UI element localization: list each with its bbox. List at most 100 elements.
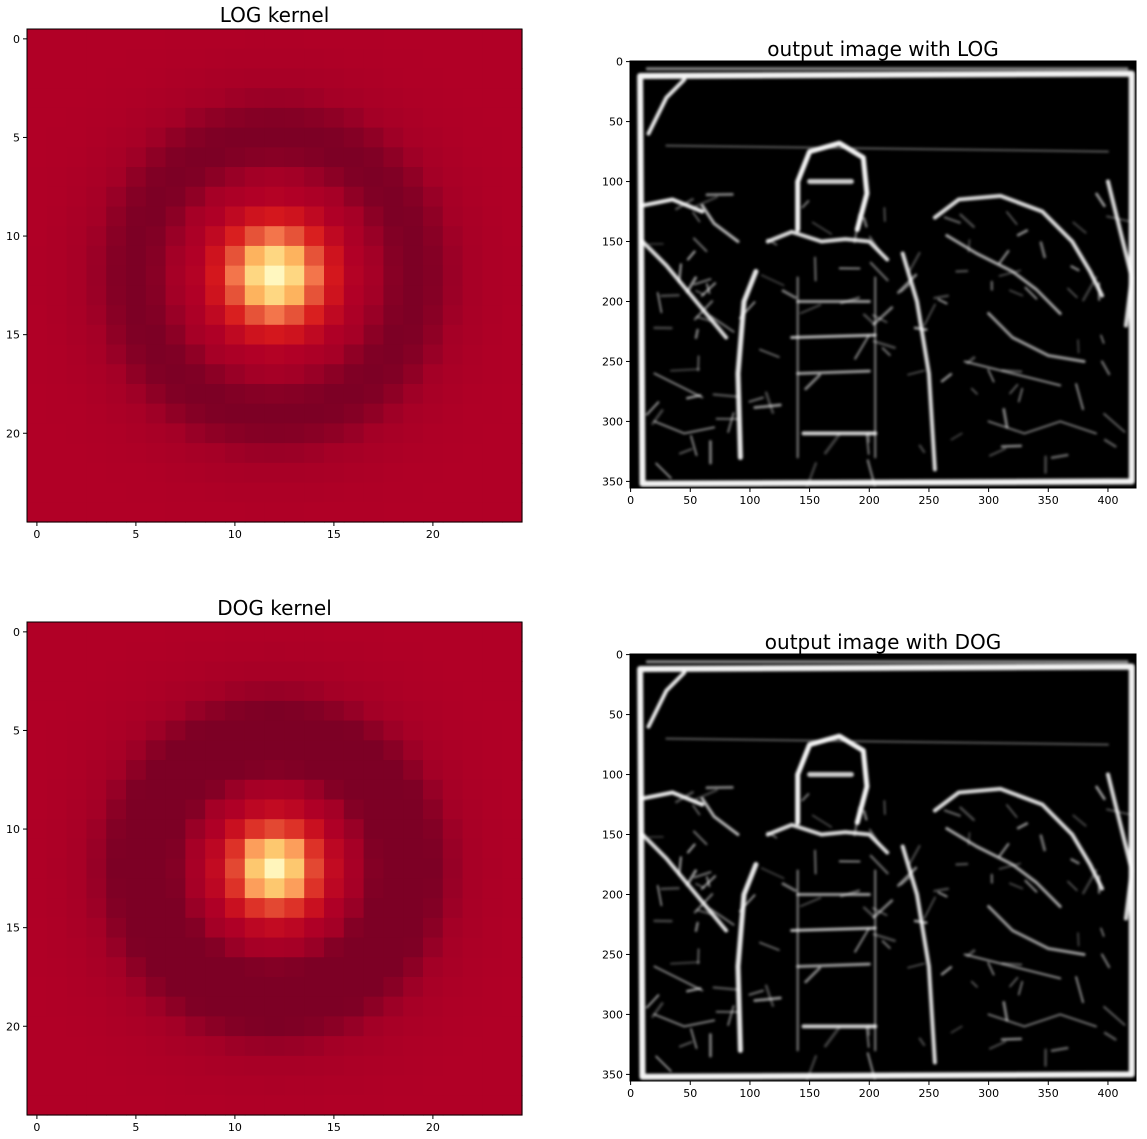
heatmap-cell: [185, 1095, 206, 1116]
edge-texture: [1024, 879, 1038, 893]
heatmap-cell: [442, 858, 464, 879]
edge-texture: [692, 211, 701, 223]
heatmap-cell: [442, 976, 464, 998]
heatmap-cell: [343, 740, 365, 761]
heatmap-cell: [304, 700, 325, 722]
heatmap-cell: [264, 858, 285, 879]
heatmap-cell: [27, 1016, 48, 1037]
heatmap-cell: [482, 996, 503, 1017]
heatmap-cell: [46, 957, 68, 978]
heatmap-cell: [185, 996, 206, 1017]
heatmap-cell: [145, 1055, 167, 1077]
heatmap-cell: [185, 898, 206, 919]
heatmap-cell: [86, 88, 107, 109]
heatmap-cell: [284, 285, 305, 306]
edge-texture: [950, 432, 963, 441]
heatmap-cell: [185, 482, 206, 503]
edge-texture: [694, 195, 718, 208]
heatmap-cell: [264, 1016, 285, 1037]
heatmap-cell: [324, 206, 345, 227]
heatmap-cell: [343, 403, 365, 424]
heatmap-cell: [462, 167, 483, 188]
heatmap-cell: [442, 700, 464, 722]
heatmap-cell: [284, 364, 305, 385]
heatmap-cell: [264, 344, 285, 365]
heatmap-cell: [205, 1036, 226, 1057]
heatmap-cell: [165, 383, 186, 405]
x-tick-label: 10: [228, 1121, 242, 1134]
heatmap-cell: [363, 403, 384, 424]
heatmap-cell: [442, 1055, 464, 1077]
edge-texture: [686, 394, 702, 400]
heatmap-cell: [462, 186, 483, 208]
heatmap-cell: [225, 383, 246, 405]
heatmap-cell: [185, 819, 206, 840]
heatmap-cell: [442, 403, 464, 424]
edge-texture: [1039, 834, 1047, 852]
heatmap-cell: [482, 1055, 503, 1077]
heatmap-cell: [46, 622, 68, 643]
axes-frame: [26, 621, 523, 1116]
heatmap-cell: [284, 226, 305, 247]
heatmap-cell: [324, 740, 345, 761]
edge-texture: [781, 289, 797, 300]
heatmap-cell: [442, 462, 464, 484]
heatmap-cell: [462, 68, 483, 89]
y-tick-label: 0: [616, 56, 623, 69]
heatmap-cell: [284, 462, 305, 484]
heatmap-cell: [324, 88, 345, 109]
heatmap-cell: [46, 285, 68, 306]
heatmap-cell: [304, 88, 325, 109]
heatmap-cell: [205, 305, 226, 326]
edge-texture: [760, 867, 785, 880]
heatmap-cell: [86, 996, 107, 1017]
heatmap-cell: [304, 226, 325, 247]
edge-texture: [872, 340, 896, 349]
y-tick-label: 100: [602, 769, 623, 782]
edge-texture: [712, 986, 741, 991]
heatmap-cell: [304, 878, 325, 899]
edge-texture: [839, 296, 861, 305]
heatmap-cell: [324, 186, 345, 208]
heatmap-cell: [225, 779, 246, 801]
heatmap-cell: [126, 898, 147, 919]
edge-texture: [881, 347, 891, 357]
edge-texture: [1082, 869, 1098, 895]
heatmap-cell: [284, 167, 305, 188]
heatmap-cell: [423, 681, 444, 702]
heatmap-cell: [27, 740, 48, 761]
heatmap-cell: [423, 324, 444, 346]
edge-map: [637, 67, 1135, 488]
heatmap-cell: [462, 226, 483, 247]
heatmap-cell: [106, 957, 127, 978]
heatmap-cell: [502, 265, 523, 286]
heatmap-cell: [363, 799, 384, 820]
heatmap-cell: [126, 29, 147, 50]
heatmap-cell: [225, 838, 246, 860]
edge-stroke: [640, 197, 705, 214]
heatmap-cell: [403, 383, 424, 405]
edge-texture: [1070, 265, 1080, 272]
heatmap-cell: [482, 622, 503, 643]
heatmap-cell: [225, 917, 246, 939]
heatmap-cell: [284, 206, 305, 227]
edge-texture: [907, 962, 925, 969]
heatmap-cell: [165, 147, 186, 168]
y-tick-label: 0: [616, 649, 623, 662]
heatmap-cell: [304, 147, 325, 168]
heatmap-cell: [304, 462, 325, 484]
heatmap-cell: [165, 423, 186, 444]
edge-texture: [970, 387, 978, 395]
edge-texture: [1095, 192, 1106, 208]
edge-texture: [897, 273, 918, 294]
heatmap-cell: [423, 799, 444, 820]
heatmap-cell: [502, 740, 523, 761]
heatmap-cell: [66, 167, 87, 188]
heatmap-cell: [482, 1036, 503, 1057]
heatmap-cell: [106, 917, 127, 939]
edge-texture: [1016, 229, 1029, 237]
edge-texture: [811, 221, 833, 235]
edge-texture: [814, 849, 817, 875]
heatmap-cell: [66, 819, 87, 840]
y-tick-label: 5: [13, 131, 20, 144]
